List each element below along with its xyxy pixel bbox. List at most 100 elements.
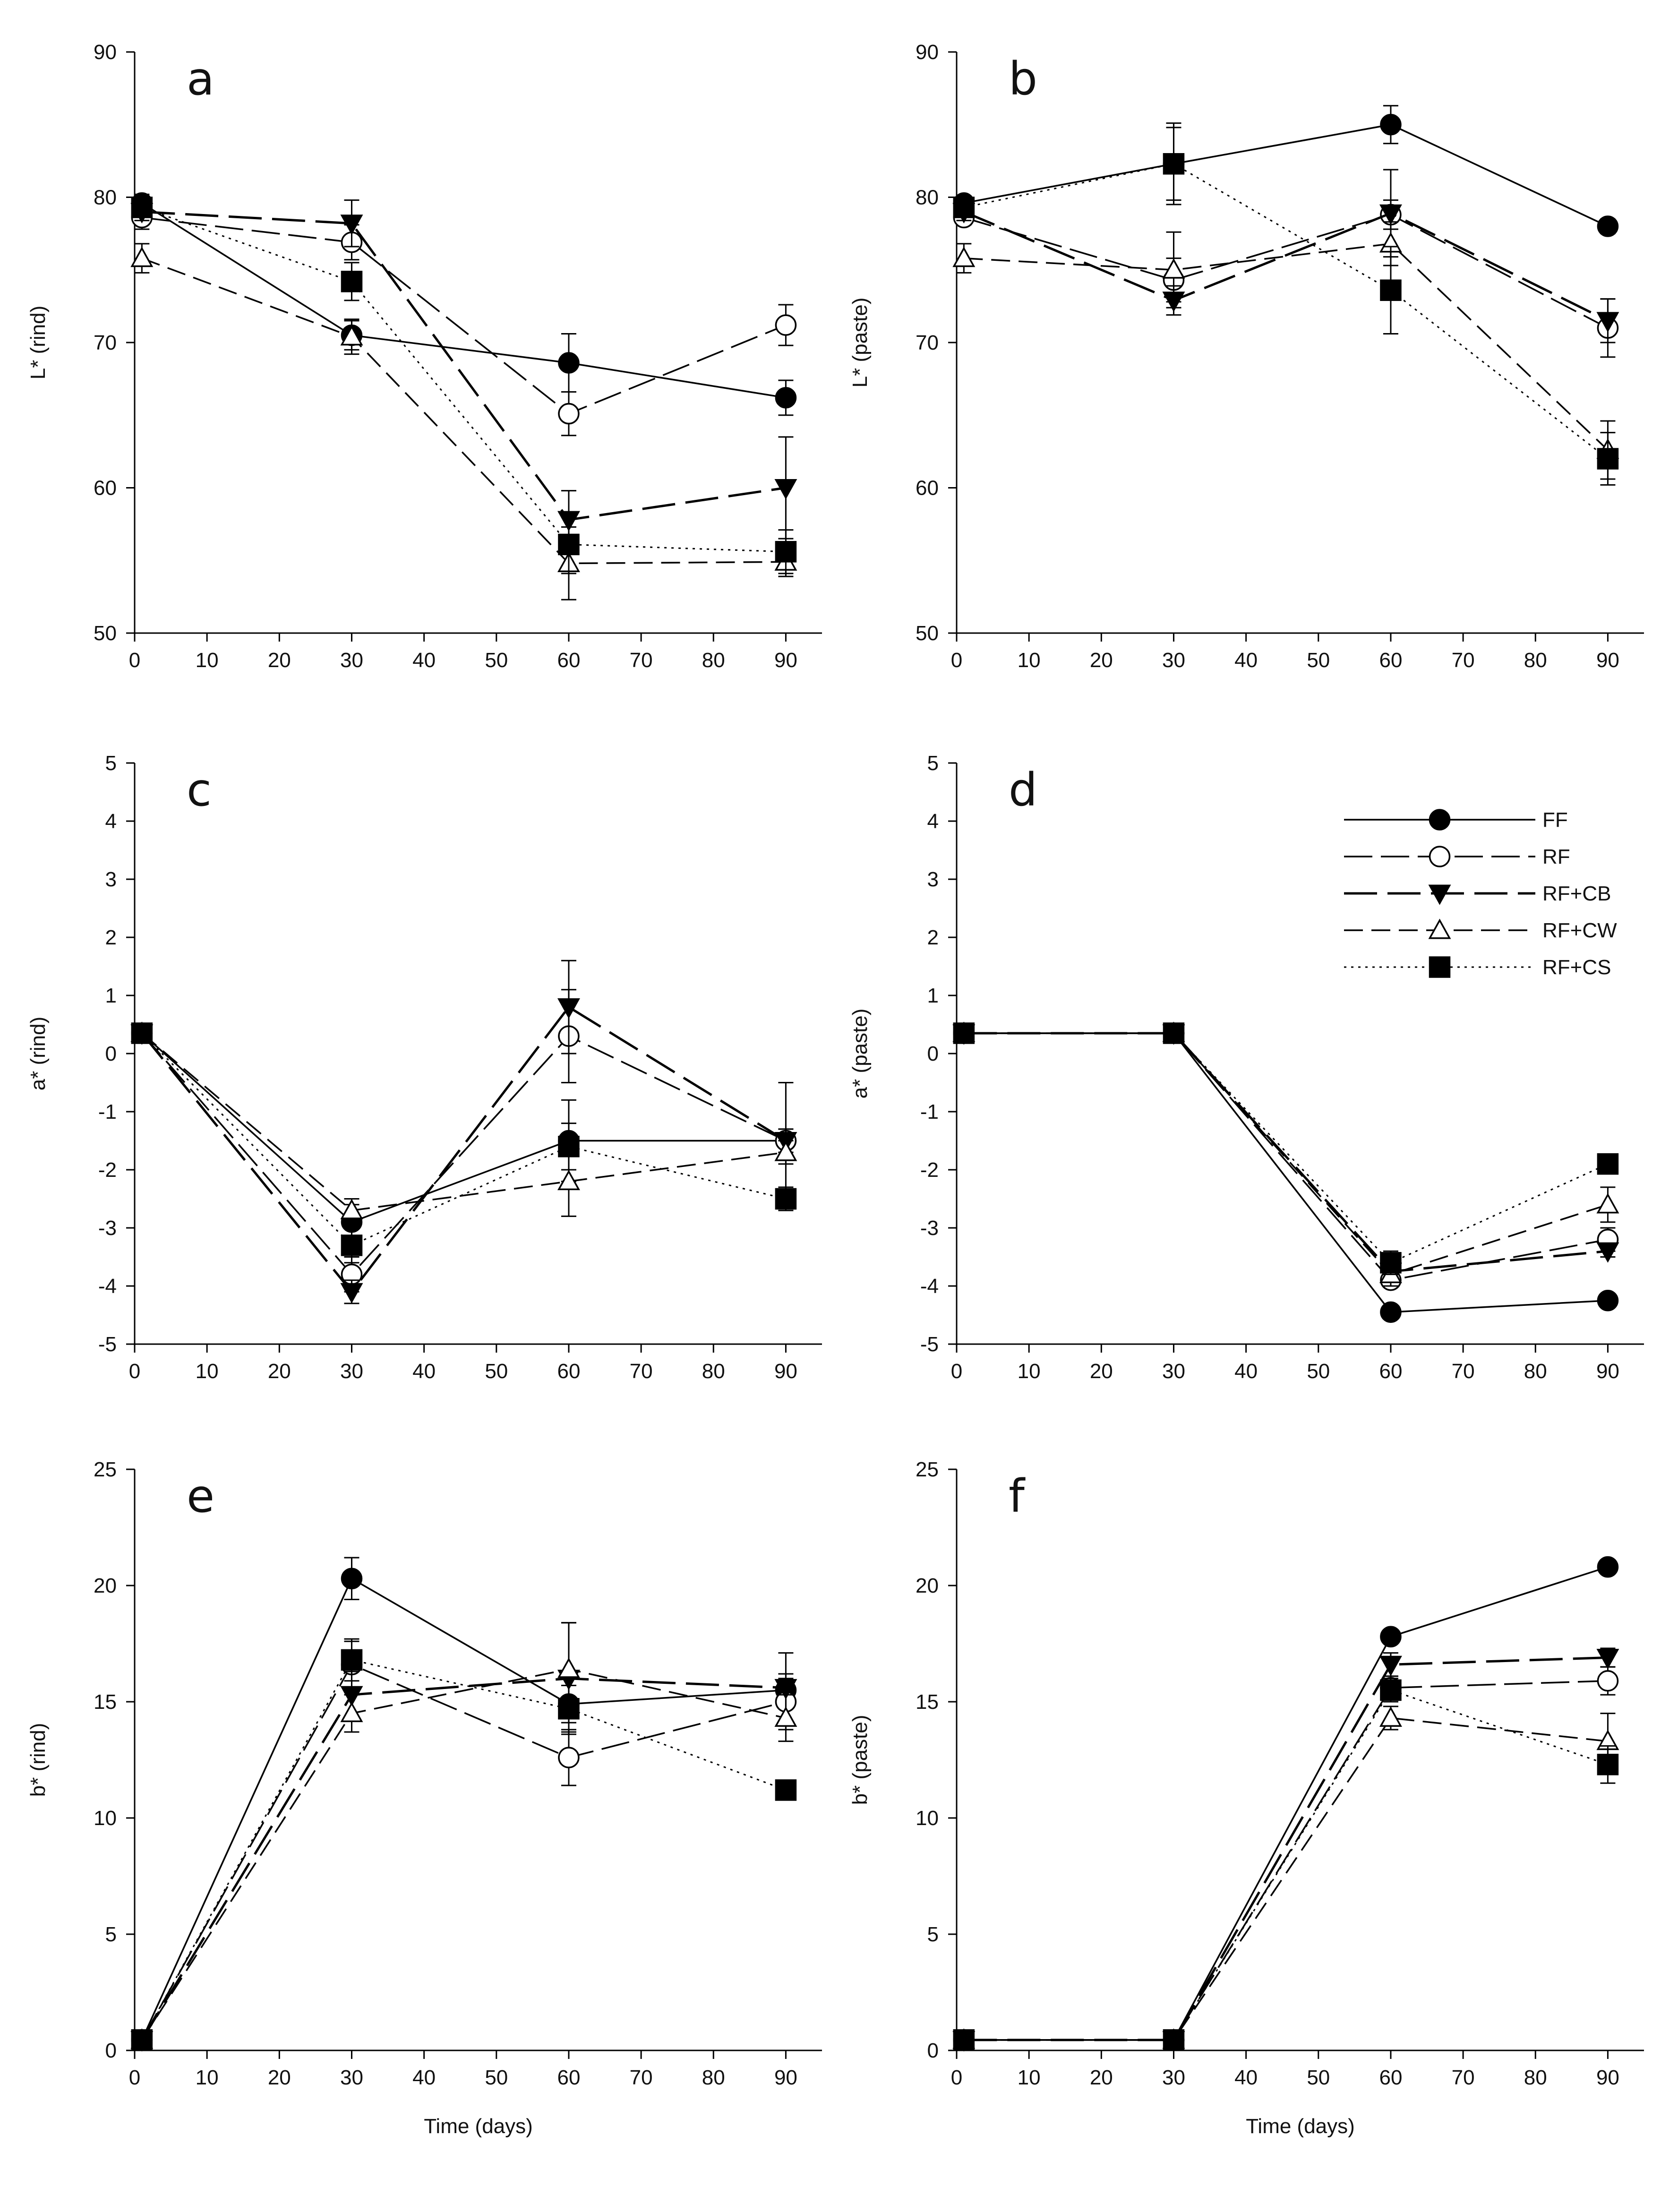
series-rf (953, 199, 1619, 358)
axes-e: 0 10 20 30 40 50 60 70 80 90 0 5 10 15 20 25 b* (rind) Ti… (26, 1458, 822, 2138)
axes-b: 0 10 20 30 40 50 60 70 80 90 50 60 70 80 90 L* (paste) (848, 41, 1644, 672)
data-point (774, 1140, 797, 1161)
legend-label: RF (1542, 845, 1570, 868)
x-tick-label: 40 (412, 1360, 436, 1383)
legend-entry-ff: FF (1344, 808, 1568, 832)
y-tick-label: 60 (916, 477, 939, 500)
data-point (1380, 1626, 1402, 1647)
x-tick-label: 70 (1452, 1360, 1475, 1383)
data-point (341, 1235, 363, 1256)
data-point (341, 1649, 363, 1671)
y-tick-label: 90 (916, 41, 939, 64)
y-tick-label: 5 (927, 1923, 939, 1946)
series-rf-cw (952, 1706, 1619, 2049)
series-rf (131, 205, 797, 437)
x-tick-label: 90 (774, 649, 797, 672)
data-point (952, 247, 976, 267)
y-tick-label: 70 (94, 331, 117, 354)
series-line (141, 1663, 786, 2041)
legend-entry-rf-cs: RF+CS (1344, 956, 1611, 979)
y-tick-label: -3 (98, 1217, 117, 1240)
legend-entry-rf-cw: RF+CW (1344, 918, 1617, 942)
series-line (141, 1659, 786, 2041)
x-tick-label: 90 (1596, 1360, 1619, 1383)
x-axis-title: Time (days) (424, 2115, 533, 2138)
data-point (340, 1199, 363, 1219)
data-point (558, 403, 580, 425)
series-rf (953, 1666, 1619, 2051)
x-tick-label: 10 (196, 1360, 219, 1383)
data-point (1380, 114, 1402, 136)
data-point (953, 1022, 975, 1044)
series-line (964, 1656, 1608, 2041)
data-point (775, 541, 797, 563)
x-tick-label: 70 (630, 649, 653, 672)
data-point (1380, 279, 1402, 301)
x-tick-label: 50 (1307, 1360, 1330, 1383)
series-line (141, 1032, 786, 1246)
legend-label: RF+CB (1542, 882, 1611, 905)
series-line (964, 1717, 1608, 2041)
x-tick-label: 80 (702, 1360, 725, 1383)
series-ff (131, 1022, 797, 1241)
data-point (1596, 1242, 1619, 1263)
x-axis-title: Time (days) (1246, 2115, 1355, 2138)
x-tick-label: 60 (557, 649, 580, 672)
series-rf-cw (130, 1622, 797, 2049)
x-tick-label: 30 (340, 2066, 363, 2089)
series-rf-cs (131, 1638, 797, 2051)
data-point (1380, 1301, 1402, 1323)
x-tick-label: 10 (1018, 2066, 1041, 2089)
data-point (953, 2029, 975, 2051)
series-line (964, 1032, 1608, 1273)
series-line (141, 1032, 786, 1223)
series-rf-cb (130, 1622, 797, 2052)
y-tick-label: 0 (927, 1042, 939, 1065)
series-rf (131, 1640, 797, 2051)
y-tick-label: 3 (927, 868, 939, 891)
data-point (340, 1283, 363, 1303)
x-tick-label: 50 (485, 649, 508, 672)
data-point (1379, 1706, 1402, 1727)
data-point (1597, 1556, 1619, 1578)
data-point (558, 1136, 580, 1157)
x-tick-label: 40 (412, 2066, 436, 2089)
x-tick-label: 50 (485, 1360, 508, 1383)
data-point (1597, 1670, 1619, 1692)
y-tick-label: -2 (920, 1158, 939, 1182)
x-tick-label: 70 (1452, 2066, 1475, 2089)
data-point (558, 533, 580, 556)
series-rf-cb (130, 960, 797, 1304)
series-line (142, 216, 787, 415)
x-tick-label: 30 (340, 649, 363, 672)
chart-panel-f: 0 10 20 30 40 50 60 70 80 90 0 5 10 15 20 25 b* (paste) T… (848, 1458, 1644, 2138)
data-point (558, 352, 580, 374)
y-axis-title: b* (paste) (848, 1715, 872, 1805)
x-tick-label: 40 (1234, 1360, 1258, 1383)
data-point (775, 1188, 797, 1210)
series-line (964, 1032, 1608, 1281)
x-tick-label: 60 (1379, 649, 1402, 672)
data-point (1380, 1679, 1402, 1701)
x-tick-label: 90 (774, 2066, 797, 2089)
series-line (141, 206, 786, 553)
data-point (130, 247, 154, 267)
series-rf-cw (130, 243, 797, 600)
y-tick-label: 1 (105, 984, 117, 1007)
chart-panel-b: 0 10 20 30 40 50 60 70 80 90 50 60 70 80 90 L* (paste) b (848, 41, 1644, 672)
axes-a: 0 10 20 30 40 50 60 70 80 90 50 60 70 80 90 L* (rind) (26, 41, 822, 672)
x-tick-label: 40 (1234, 649, 1258, 672)
y-tick-label: -5 (920, 1333, 939, 1356)
y-tick-label: 5 (105, 1923, 117, 1946)
x-tick-label: 80 (1524, 2066, 1547, 2089)
y-tick-label: 25 (916, 1458, 939, 1481)
series-line (964, 1689, 1608, 2041)
data-point (1596, 312, 1619, 333)
x-tick-label: 50 (485, 2066, 508, 2089)
data-point (340, 1701, 363, 1723)
y-tick-label: 10 (94, 1807, 117, 1830)
data-point (131, 1022, 153, 1044)
legend-label: FF (1542, 808, 1568, 832)
x-tick-label: 50 (1307, 2066, 1330, 2089)
series-ff (953, 105, 1619, 237)
